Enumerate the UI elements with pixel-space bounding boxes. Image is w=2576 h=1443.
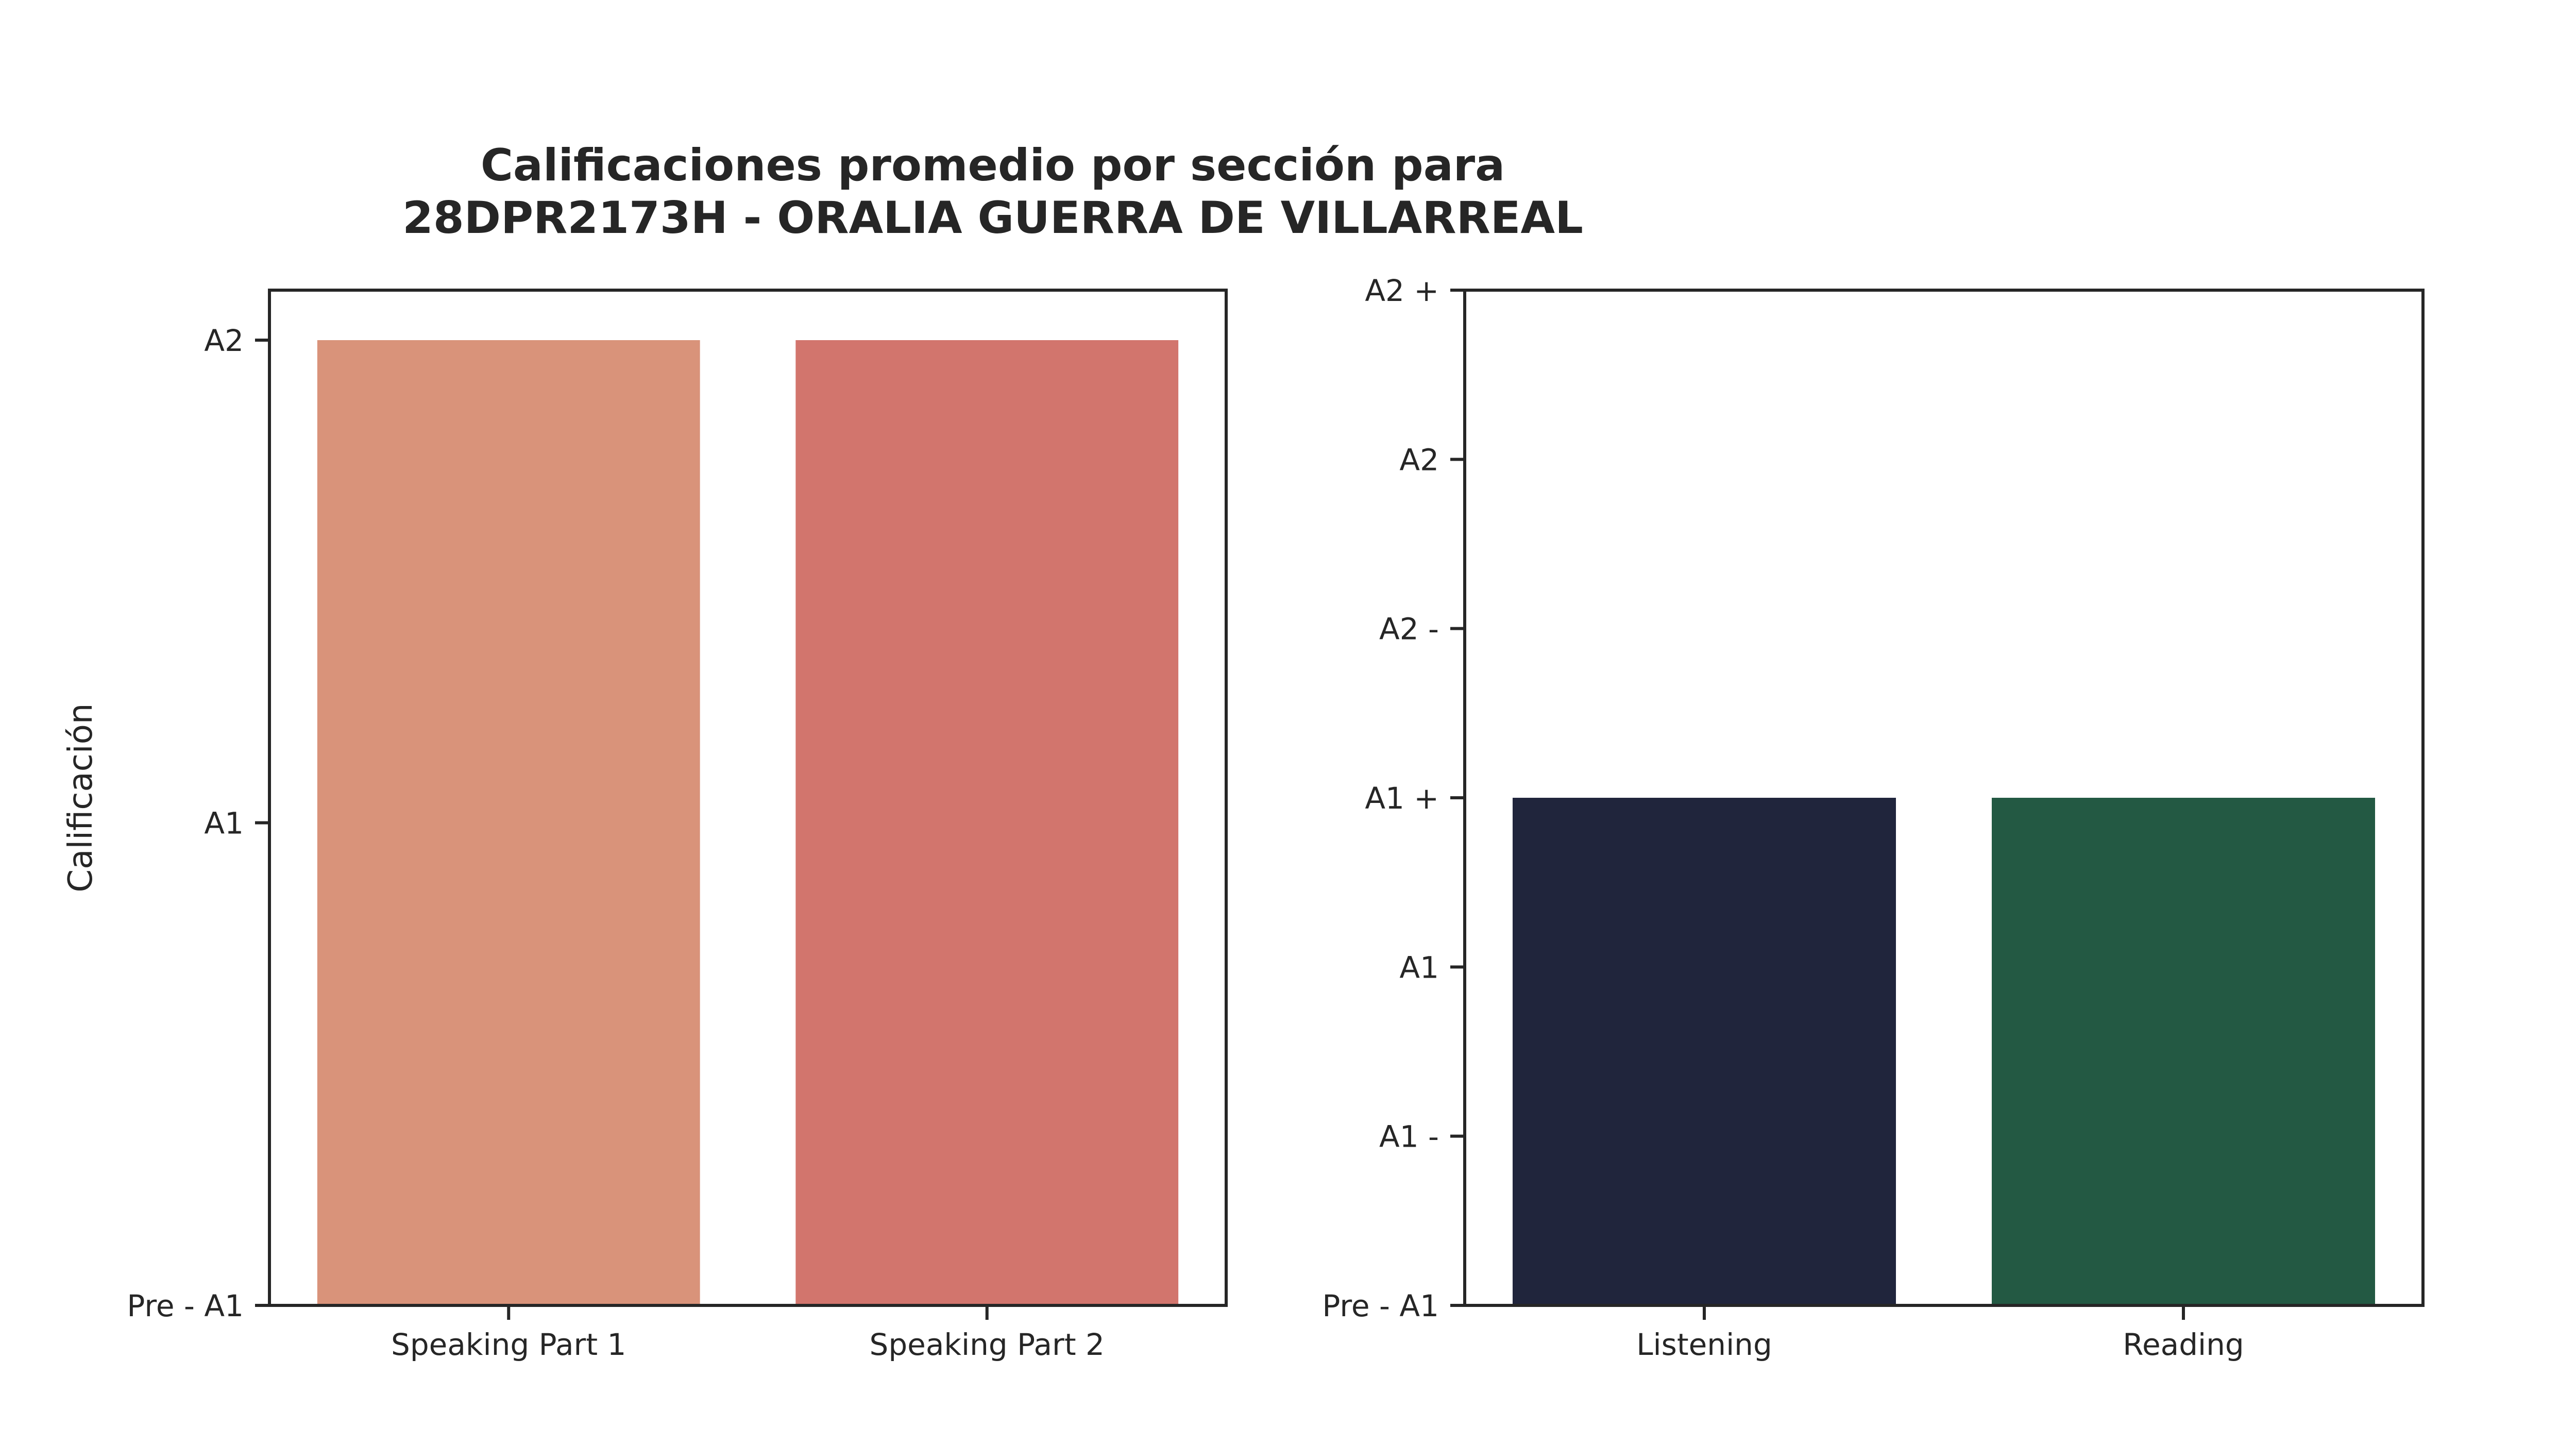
- chart-panel-right: Listening Reading Pre - A1 A1 - A1 A1 + A2 - A2…: [1322, 273, 2425, 1362]
- x-tick-label: Speaking Part 2: [870, 1327, 1105, 1362]
- bar-speaking-part-2: [795, 340, 1179, 1305]
- chart-title-line-2: 28DPR2173H - ORALIA GUERRA DE VILLARREAL: [402, 192, 1583, 244]
- y-tick-label: A1: [1399, 950, 1439, 985]
- chart-title-line-1: Calificaciones promedio por sección para: [481, 140, 1505, 191]
- y-tick-label: A2: [1399, 442, 1439, 477]
- bar-reading: [1992, 798, 2375, 1305]
- y-tick-label: A1 +: [1365, 781, 1439, 816]
- x-tick-label: Reading: [2123, 1327, 2244, 1362]
- y-tick-label: Pre - A1: [127, 1288, 244, 1323]
- bar-listening: [1513, 798, 1896, 1305]
- y-tick-label: Pre - A1: [1322, 1288, 1439, 1323]
- y-tick-label: A2: [204, 323, 244, 358]
- y-tick-label: A1 -: [1379, 1119, 1439, 1154]
- y-axis-label: Calificación: [62, 703, 100, 893]
- y-tick-label: A1: [204, 806, 244, 841]
- plot-frame: [268, 289, 1228, 1307]
- chart-panel-left: Speaking Part 1 Speaking Part 2 Pre - A1 A1…: [62, 289, 1228, 1362]
- y-tick-label: A2 -: [1379, 612, 1439, 647]
- y-tick-label: A2 +: [1365, 273, 1439, 308]
- x-tick-label: Listening: [1636, 1327, 1772, 1362]
- x-tick-label: Speaking Part 1: [391, 1327, 626, 1362]
- bar-speaking-part-1: [317, 340, 700, 1305]
